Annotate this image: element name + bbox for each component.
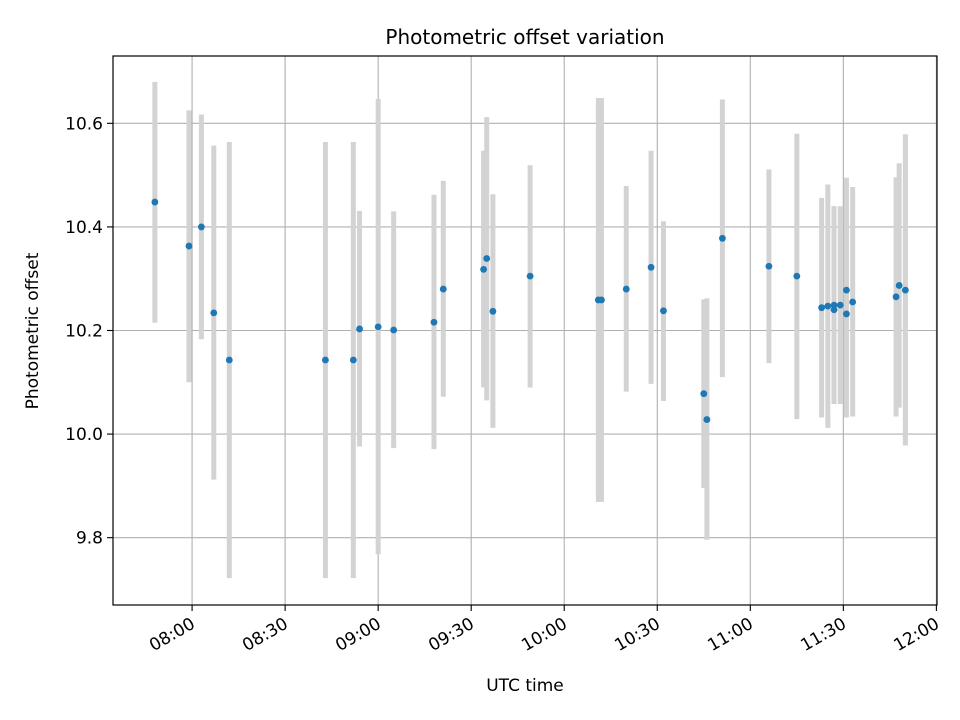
data-point xyxy=(526,272,534,280)
chart-title: Photometric offset variation xyxy=(385,25,664,49)
data-point xyxy=(151,198,159,206)
data-point xyxy=(765,262,773,270)
x-tick-label: 10:30 xyxy=(611,614,663,656)
data-point xyxy=(210,309,218,317)
x-tick-label: 09:00 xyxy=(332,614,384,656)
data-point xyxy=(349,356,357,364)
x-tick-label: 08:30 xyxy=(239,614,291,656)
y-tick-label: 9.8 xyxy=(76,529,103,549)
data-point xyxy=(843,310,850,318)
y-tick-label: 10.4 xyxy=(65,218,103,238)
data-point xyxy=(703,416,711,423)
x-tick-label: 11:00 xyxy=(704,614,756,656)
data-point xyxy=(480,265,487,273)
data-point xyxy=(660,307,667,315)
y-tick-label: 10.6 xyxy=(65,114,103,134)
data-point xyxy=(439,285,447,293)
data-point xyxy=(793,272,801,280)
data-point xyxy=(836,301,844,309)
data-point xyxy=(849,298,857,306)
data-point xyxy=(647,263,655,271)
x-axis-ticks: 08:00 08:30 09:00 09:30 10:00 10:30 11:00 11:30… xyxy=(146,605,943,656)
x-tick-label: 10:00 xyxy=(518,614,570,656)
data-point xyxy=(895,282,903,289)
data-point xyxy=(322,356,329,364)
data-point xyxy=(901,286,909,294)
data-point xyxy=(225,356,233,364)
data-point xyxy=(197,223,205,231)
data-point xyxy=(489,307,497,315)
data-point xyxy=(185,242,193,250)
data-point xyxy=(430,318,438,326)
data-point xyxy=(824,302,832,310)
data-point xyxy=(818,304,826,312)
data-point xyxy=(830,301,838,309)
data-point xyxy=(830,306,838,314)
data-point xyxy=(483,255,491,262)
y-axis-title: Photometric offset xyxy=(23,252,43,409)
data-point xyxy=(700,390,708,398)
y-tick-label: 10.0 xyxy=(65,425,103,445)
data-point xyxy=(390,326,398,334)
data-point xyxy=(718,234,726,242)
x-tick-label: 12:00 xyxy=(890,614,942,656)
data-point xyxy=(598,296,605,304)
data-point xyxy=(374,323,382,331)
y-tick-label: 10.2 xyxy=(65,322,103,342)
data-point xyxy=(622,285,630,293)
x-tick-label: 11:30 xyxy=(797,614,849,656)
data-point xyxy=(892,293,900,301)
data-point xyxy=(356,325,363,333)
x-tick-label: 08:00 xyxy=(146,614,198,656)
grid xyxy=(113,56,937,605)
x-tick-label: 09:30 xyxy=(425,614,477,656)
y-axis-ticks: 9.8 10.0 10.2 10.4 10.6 xyxy=(65,114,113,549)
data-points xyxy=(151,198,909,423)
data-point xyxy=(843,286,850,294)
x-axis-title: UTC time xyxy=(486,676,564,696)
